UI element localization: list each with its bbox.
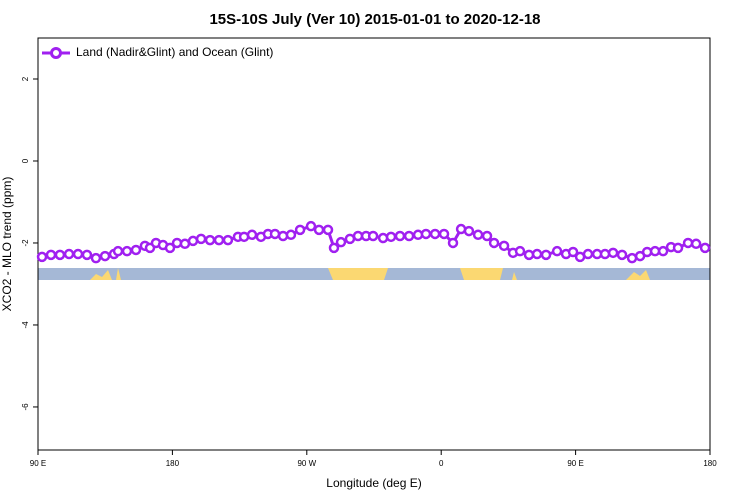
data-point	[246, 229, 258, 241]
x-tick-label: 0	[439, 459, 444, 468]
plot-frame	[37, 37, 711, 451]
data-point	[45, 249, 57, 261]
data-point	[187, 235, 199, 247]
data-point	[514, 245, 526, 257]
y-tick-label: 2	[21, 76, 30, 81]
data-point	[322, 224, 334, 236]
y-tick-label: 0	[21, 158, 30, 163]
data-point	[385, 231, 397, 243]
data-point	[121, 245, 133, 257]
data-point	[313, 224, 325, 236]
legend: Land (Nadir&Glint) and Ocean (Glint)	[42, 45, 273, 59]
x-tick-label: 90 W	[297, 459, 316, 468]
data-point	[420, 228, 432, 240]
y-axis-label: XCO2 - MLO trend (ppm)	[0, 177, 14, 312]
data-point	[447, 237, 459, 249]
data-point	[438, 228, 450, 240]
land-patch	[90, 270, 112, 280]
data-point	[130, 244, 142, 256]
data-point	[403, 230, 415, 242]
data-point	[99, 250, 111, 262]
land-patch	[460, 268, 503, 280]
data-point	[277, 230, 289, 242]
data-point	[531, 248, 543, 260]
data-point	[377, 232, 389, 244]
y-tick-label: -6	[21, 403, 30, 411]
data-point	[463, 225, 475, 237]
data-point	[551, 245, 563, 257]
data-point	[63, 248, 75, 260]
legend-label: Land (Nadir&Glint) and Ocean (Glint)	[76, 45, 273, 59]
data-point	[352, 230, 364, 242]
data-point	[344, 233, 356, 245]
y-tick-label: -2	[21, 239, 30, 247]
data-point	[328, 242, 340, 254]
data-point	[690, 238, 702, 250]
data-point	[672, 242, 684, 254]
x-tick-label: 90 E	[567, 459, 583, 468]
data-point	[394, 230, 406, 242]
surface-band	[38, 268, 710, 280]
data-point	[54, 249, 66, 261]
data-point	[72, 248, 84, 260]
data-point	[498, 240, 510, 252]
data-point	[523, 249, 535, 261]
land-patch	[626, 270, 650, 280]
data-point	[164, 242, 176, 254]
data-point	[699, 242, 711, 254]
data-point	[582, 248, 594, 260]
data-point	[269, 228, 281, 240]
x-tick-label: 90 E	[30, 459, 46, 468]
land-patch	[512, 272, 517, 280]
data-point	[472, 229, 484, 241]
data-point	[112, 245, 124, 257]
data-point	[213, 234, 225, 246]
data-point	[607, 247, 619, 259]
data-point	[488, 237, 500, 249]
x-tick-label: 180	[166, 459, 180, 468]
data-point	[367, 230, 379, 242]
data-point	[616, 249, 628, 261]
data-point	[567, 246, 579, 258]
data-point	[294, 224, 306, 236]
data-point	[599, 248, 611, 260]
data-point	[285, 229, 297, 241]
land-patch	[328, 268, 388, 280]
y-tick-label: -4	[21, 321, 30, 329]
data-point	[179, 238, 191, 250]
data-point	[626, 252, 638, 264]
data-point	[540, 249, 552, 261]
data-point	[36, 251, 48, 263]
data-point	[657, 245, 669, 257]
land-patch	[116, 268, 121, 280]
chart-title: 15S-10S July (Ver 10) 2015-01-01 to 2020…	[209, 11, 540, 28]
data-point	[481, 230, 493, 242]
data-point	[682, 237, 694, 249]
data-point	[649, 245, 661, 257]
x-tick-label: 180	[703, 459, 717, 468]
data-point	[222, 234, 234, 246]
legend-marker	[50, 47, 62, 59]
data-point	[305, 220, 317, 232]
data-point	[81, 249, 93, 261]
data-point	[335, 236, 347, 248]
data-point	[90, 252, 102, 264]
data-point	[204, 234, 216, 246]
x-axis-label: Longitude (deg E)	[326, 476, 421, 490]
data-point	[195, 233, 207, 245]
data-point	[429, 228, 441, 240]
